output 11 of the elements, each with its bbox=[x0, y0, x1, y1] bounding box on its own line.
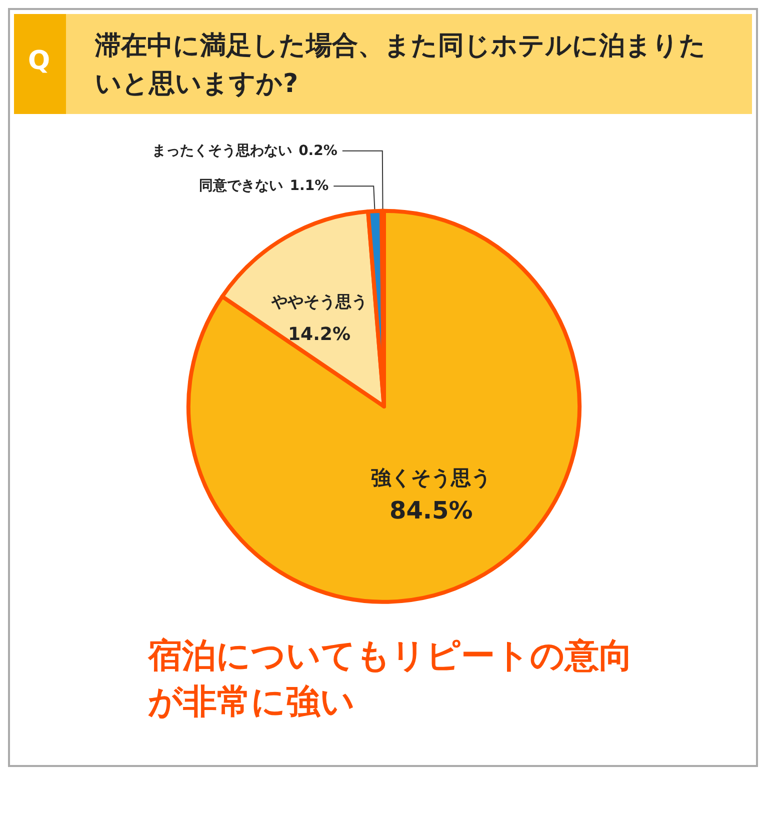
slice-label: ややそう思う bbox=[270, 292, 368, 311]
chart-title: 滞在中に満足した場合、また同じホテルに泊まりたいと思いますか? bbox=[94, 31, 706, 99]
data-label: 0.2% bbox=[298, 142, 338, 159]
text: 宿泊についてもリピートの意向が非常に強い bbox=[147, 636, 633, 722]
data-label: 1.1% bbox=[290, 178, 329, 194]
text: Q bbox=[28, 46, 50, 76]
data-label: 84.5% bbox=[390, 496, 473, 524]
slice-label: 同意できない bbox=[199, 177, 284, 194]
slice-label: 強くそう思う bbox=[371, 465, 492, 490]
slice-label: まったくそう思わない bbox=[152, 142, 292, 159]
data-label: 14.2% bbox=[288, 324, 350, 345]
